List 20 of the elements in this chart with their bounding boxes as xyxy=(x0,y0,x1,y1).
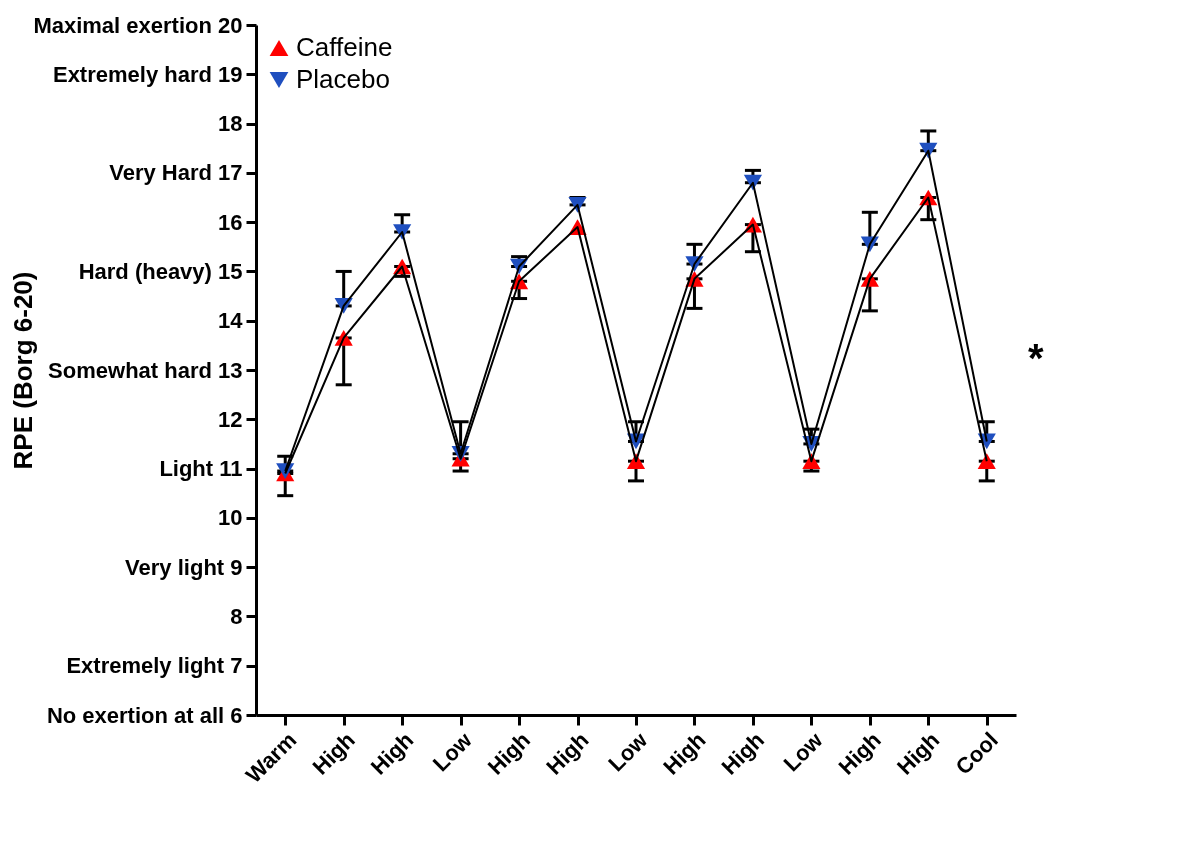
y-tick-label: Very Hard 17 xyxy=(109,160,243,186)
y-tick-label: 8 xyxy=(230,603,243,629)
y-tick-label: Somewhat hard 13 xyxy=(48,357,243,383)
y-axis-title: RPE (Borg 6-20) xyxy=(7,271,38,470)
y-tick-label: Very light 9 xyxy=(125,554,243,580)
legend-label: Caffeine xyxy=(296,32,393,62)
y-tick-label: Light 11 xyxy=(159,456,243,482)
y-tick-label: 10 xyxy=(218,505,243,531)
y-tick-label: 12 xyxy=(218,406,243,432)
y-tick-label: 18 xyxy=(218,111,243,137)
point xyxy=(977,453,996,470)
y-tick-label: Hard (heavy) 15 xyxy=(78,258,243,284)
y-tick-label: 14 xyxy=(218,308,244,334)
text: * xyxy=(1028,336,1044,380)
y-tick-label: Extremely hard 19 xyxy=(52,61,243,87)
y-tick-label: Extremely light 7 xyxy=(66,653,243,679)
y-tick-label: 16 xyxy=(218,209,243,235)
y-tick-label: No exertion at all 6 xyxy=(46,702,243,728)
y-tick-label: Maximal exertion 20 xyxy=(33,12,243,38)
legend-label: Placebo xyxy=(296,64,390,94)
